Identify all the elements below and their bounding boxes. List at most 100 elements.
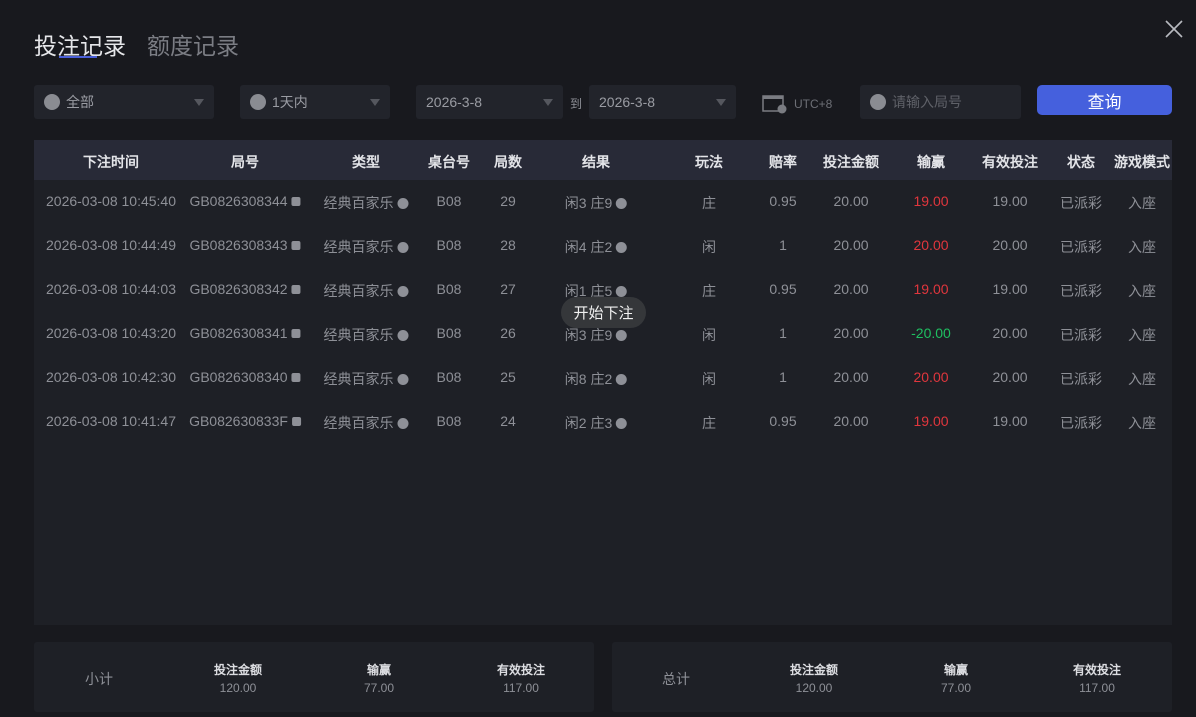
count-value: 25 — [500, 369, 516, 385]
game-select[interactable]: 全部 — [34, 85, 214, 119]
column-header-mode: 游戏模式 — [1114, 154, 1170, 170]
cell-mode: 入座 — [1128, 237, 1156, 257]
cell-odds: 1 — [779, 369, 787, 385]
cell-round[interactable]: GB0826308343 — [189, 237, 301, 253]
play-video-icon[interactable] — [397, 373, 409, 385]
odds-value: 0.95 — [769, 413, 797, 429]
cell-result[interactable]: 闲8 庄2 — [565, 369, 628, 389]
cell-bet: 20.00 — [833, 413, 868, 429]
cell-result[interactable]: 闲4 庄2 — [565, 237, 628, 257]
cell-table: B08 — [437, 281, 462, 297]
cell-result[interactable]: 闲3 庄9 — [564, 325, 628, 345]
copy-icon[interactable] — [291, 328, 301, 338]
column-header-count: 局数 — [494, 154, 522, 170]
round-value: GB082630833F — [189, 413, 288, 429]
cell-round[interactable]: GB0826308342 — [189, 281, 301, 297]
cell-time: 2026-03-08 10:43:20 — [46, 325, 176, 341]
info-icon[interactable] — [616, 197, 628, 209]
play-video-icon[interactable] — [397, 241, 409, 253]
cell-mode: 入座 — [1128, 369, 1156, 389]
cell-bet: 20.00 — [833, 281, 868, 297]
date-to-select[interactable]: 2026-3-8 — [589, 85, 736, 119]
cell-time: 2026-03-08 10:44:49 — [46, 237, 176, 253]
column-header-type: 类型 — [352, 154, 380, 170]
odds-value: 0.95 — [769, 193, 797, 209]
play-video-icon[interactable] — [397, 417, 409, 429]
tab-credit-records[interactable]: 额度记录 — [147, 33, 239, 59]
cell-valid: 20.00 — [992, 237, 1027, 253]
winloss-value: 20.00 — [913, 369, 949, 385]
game-select-value: 全部 — [66, 94, 94, 110]
cell-mode: 入座 — [1128, 281, 1156, 301]
valid-value: 19.00 — [992, 281, 1028, 297]
valid-value: 19.00 — [992, 193, 1028, 209]
cell-type[interactable]: 经典百家乐 — [324, 369, 409, 389]
play-value: 闲 — [702, 327, 716, 343]
round-search-placeholder: 请输入局号 — [892, 94, 962, 110]
cell-odds: 1 — [779, 237, 787, 253]
round-search-input[interactable]: 请输入局号 — [860, 85, 1021, 119]
total-winloss: 77.00 — [940, 681, 972, 695]
table-value: B08 — [436, 237, 462, 253]
cell-type[interactable]: 经典百家乐 — [324, 193, 409, 213]
tab-bet-records[interactable]: 投注记录 — [34, 33, 126, 59]
cell-round[interactable]: GB0826308344 — [189, 193, 301, 209]
type-value: 经典百家乐 — [323, 283, 394, 299]
cell-result[interactable]: 闲3 庄9 — [565, 193, 628, 213]
cell-status: 已派彩 — [1060, 369, 1102, 389]
info-icon[interactable] — [616, 285, 628, 297]
cell-count: 29 — [500, 193, 516, 209]
cell-round[interactable]: GB082630833F — [189, 413, 301, 429]
copy-icon[interactable] — [291, 240, 301, 250]
total-label: 总计 — [662, 671, 690, 687]
cell-type[interactable]: 经典百家乐 — [324, 237, 409, 257]
time-value: 2026-03-08 10:41:47 — [46, 413, 176, 429]
play-value: 闲 — [702, 371, 716, 387]
timezone[interactable]: UTC+8 — [762, 94, 832, 114]
cell-status: 已派彩 — [1060, 193, 1102, 213]
info-icon[interactable] — [616, 417, 628, 429]
copy-icon[interactable] — [291, 196, 301, 206]
bet-records-table: 下注时间 局号 类型 桌台号 局数 结果 玩法 赔率 投注金额 输赢 有效投注 状态 游戏模式 2026… — [34, 140, 1172, 625]
cell-type[interactable]: 经典百家乐 — [324, 281, 409, 301]
copy-icon[interactable] — [291, 284, 301, 294]
column-header-valid: 有效投注 — [982, 154, 1038, 170]
column-header-result: 结果 — [582, 154, 610, 170]
cell-play: 闲 — [702, 325, 716, 345]
result-value: 闲3 庄9 — [564, 327, 613, 343]
cell-valid: 19.00 — [992, 281, 1027, 297]
copy-icon[interactable] — [291, 372, 301, 382]
column-header-play: 玩法 — [695, 154, 723, 170]
close-icon[interactable] — [1163, 18, 1185, 40]
cell-round[interactable]: GB0826308341 — [189, 325, 301, 341]
cell-result[interactable]: 闲2 庄3 — [565, 413, 628, 433]
winloss-value: 19.00 — [913, 413, 949, 429]
info-icon[interactable] — [616, 373, 628, 385]
cell-round[interactable]: GB0826308340 — [189, 369, 301, 385]
query-button[interactable]: 查询 — [1037, 85, 1172, 115]
valid-value: 20.00 — [992, 325, 1028, 341]
cell-type[interactable]: 经典百家乐 — [324, 413, 409, 433]
table-row: 2026-03-08 10:44:49 GB0826308343 经典百家乐 B08 2… — [34, 224, 1172, 268]
date-from-select[interactable]: 2026-3-8 — [416, 85, 563, 119]
subtotal-panel: 小计 投注金额 120.00 输赢 77.00 有效投注 117.00 — [34, 642, 594, 712]
cell-type[interactable]: 经典百家乐 — [324, 325, 409, 345]
bet-value: 20.00 — [833, 369, 869, 385]
info-icon[interactable] — [616, 329, 628, 341]
cell-play: 庄 — [702, 193, 716, 213]
mode-value: 入座 — [1128, 195, 1156, 211]
cell-mode: 入座 — [1128, 325, 1156, 345]
cell-valid: 19.00 — [992, 193, 1027, 209]
table-value: B08 — [436, 325, 462, 341]
copy-icon[interactable] — [291, 416, 301, 426]
info-icon[interactable] — [616, 241, 628, 253]
play-video-icon[interactable] — [397, 285, 409, 297]
play-video-icon[interactable] — [397, 197, 409, 209]
cell-result[interactable]: 闲1 庄5 — [565, 281, 628, 301]
play-video-icon[interactable] — [397, 329, 409, 341]
round-value: GB0826308342 — [189, 281, 288, 297]
cell-odds: 0.95 — [769, 193, 796, 209]
period-select[interactable]: 1天内 — [240, 85, 390, 119]
bet-value: 20.00 — [833, 281, 869, 297]
cell-status: 已派彩 — [1060, 237, 1102, 257]
